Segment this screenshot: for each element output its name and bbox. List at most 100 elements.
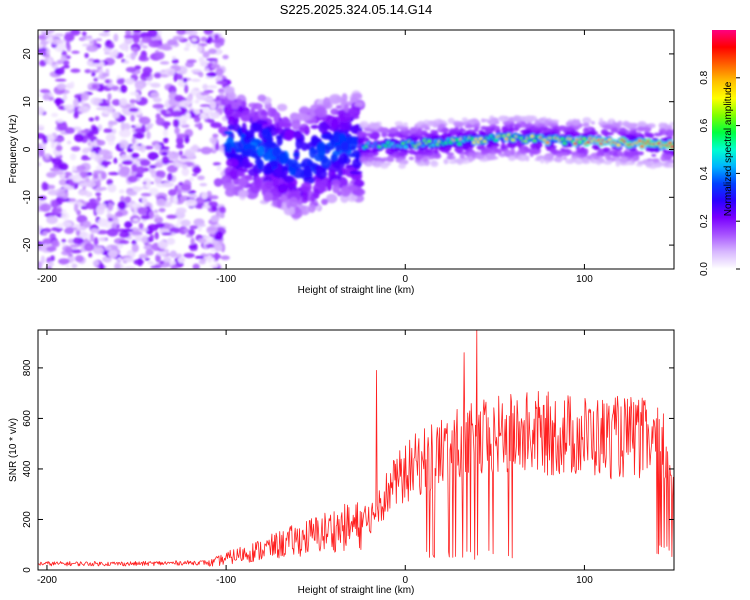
colorbar-tick-label: 0.2 bbox=[699, 214, 710, 228]
spectrogram-cell bbox=[171, 58, 179, 65]
spectrogram-cell bbox=[214, 243, 223, 252]
snr-x-tick-label: 0 bbox=[402, 575, 408, 586]
spectrogram-cell bbox=[670, 145, 674, 149]
spectrogram-cell bbox=[171, 110, 183, 118]
spectrogram-cell bbox=[107, 172, 120, 176]
spectrogram-cell bbox=[320, 157, 332, 169]
spectrogram-cell bbox=[85, 201, 98, 210]
spectrogram-cell bbox=[338, 133, 347, 143]
spectrogram-cell bbox=[137, 227, 149, 232]
spectrogram-cell bbox=[523, 123, 532, 128]
spectrogram-cell bbox=[467, 120, 473, 124]
spectrogram-cell bbox=[147, 151, 159, 161]
spectrogram-cell bbox=[313, 188, 320, 200]
spectrogram-cell bbox=[47, 184, 56, 190]
spectrogram-cell bbox=[516, 151, 521, 156]
spectrogram-cell bbox=[264, 141, 277, 148]
spectrogram-cell bbox=[124, 266, 136, 269]
spectrogram-cell bbox=[565, 132, 574, 136]
spectrogram-cell bbox=[277, 184, 289, 191]
spectrogram-cell bbox=[385, 148, 395, 155]
spectrogram-cell bbox=[120, 121, 125, 131]
spectrogram-cell bbox=[104, 246, 112, 251]
spectrogram-cell bbox=[61, 211, 70, 221]
spectrogram-cell bbox=[190, 69, 203, 73]
spectrogram-cell bbox=[63, 104, 75, 110]
spectrogram-cell bbox=[43, 156, 51, 161]
spectrogram-cell bbox=[351, 92, 363, 99]
spectrogram-cell bbox=[135, 82, 144, 91]
spectrogram-cell bbox=[263, 152, 271, 161]
spectrogram-cell bbox=[593, 146, 601, 151]
spectrogram-cell bbox=[626, 150, 635, 158]
spectrogram-cell bbox=[160, 109, 167, 116]
spectrogram-cell bbox=[92, 59, 101, 64]
spectrogram-cell bbox=[119, 98, 128, 106]
spectrogram-cell bbox=[212, 133, 219, 138]
spectrogram-cell bbox=[445, 146, 452, 152]
spectrogram-cell bbox=[219, 91, 225, 96]
spectrogram-cell bbox=[40, 255, 46, 265]
spectrogram-cell bbox=[210, 122, 222, 129]
spectrogram-cell bbox=[109, 51, 118, 59]
spectrogram-cell bbox=[131, 243, 139, 253]
spectrogram-cell bbox=[381, 127, 389, 134]
spectrogram-cell bbox=[512, 127, 520, 132]
spectrogram-cell bbox=[72, 174, 82, 183]
spectrogram-cell bbox=[222, 54, 229, 60]
spectrogram-cell bbox=[479, 158, 489, 162]
spectrogram-cell bbox=[92, 126, 100, 135]
spectrogram-cell bbox=[422, 155, 429, 163]
spectrogram-cell bbox=[370, 122, 381, 130]
spectrogram-cell bbox=[236, 171, 246, 177]
spectrogram-cell bbox=[590, 159, 601, 164]
spectrogram-cell bbox=[183, 228, 190, 234]
spectrogram-cell bbox=[262, 165, 273, 175]
spectrogram-cell bbox=[669, 122, 674, 126]
spectrogram-cell bbox=[328, 94, 342, 105]
spectrogram-cell bbox=[39, 203, 52, 212]
spectrogram-cell bbox=[118, 163, 123, 168]
spectrogram-cell bbox=[174, 94, 184, 102]
spectrogram-cell bbox=[200, 191, 208, 200]
spectrogram-cell bbox=[260, 110, 268, 116]
spectrogram-cell bbox=[214, 253, 222, 259]
spectrogram-cell bbox=[71, 263, 78, 269]
snr-y-tick-label: 200 bbox=[22, 511, 33, 528]
spectrogram-cell bbox=[143, 145, 154, 150]
spectrogram-cell bbox=[46, 246, 57, 252]
spectrogram-cell bbox=[179, 158, 191, 163]
spectrogram-cell bbox=[119, 140, 129, 149]
spectrogram-cell bbox=[459, 154, 465, 159]
spectrogram-cell bbox=[209, 136, 218, 144]
spectrogram-cell bbox=[583, 127, 589, 134]
spectrogram-cell bbox=[180, 219, 191, 227]
spectrogram-cell bbox=[279, 122, 292, 128]
spectrogram-cell bbox=[102, 153, 113, 161]
spectrogram-y-tick-label: -10 bbox=[22, 190, 33, 205]
spectrogram-cell bbox=[226, 158, 239, 168]
spectrogram-cell bbox=[417, 127, 423, 135]
spectrogram-cell bbox=[56, 137, 65, 142]
spectrogram-cell bbox=[588, 131, 594, 137]
spectrogram-cell bbox=[224, 187, 236, 197]
spectrogram-cell bbox=[486, 153, 497, 161]
snr-panel: -200 -100 0 100 0 200 400 600 800 Height of str… bbox=[8, 329, 675, 596]
spectrogram-cell bbox=[60, 66, 65, 75]
spectrogram-cell bbox=[480, 132, 486, 137]
spectrogram-cell bbox=[202, 51, 210, 59]
spectrogram-cell bbox=[46, 215, 58, 225]
spectrogram-cell bbox=[153, 209, 159, 214]
spectrogram-cell bbox=[120, 42, 128, 50]
spectrogram-cell bbox=[403, 122, 408, 126]
snr-y-ticks: 0 200 400 600 800 bbox=[22, 359, 674, 573]
spectrogram-cell bbox=[399, 127, 406, 131]
spectrogram-cell bbox=[210, 215, 220, 223]
spectrogram-cell bbox=[653, 132, 663, 137]
spectrogram-cell bbox=[188, 244, 196, 250]
figure-title: S225.2025.324.05.14.G14 bbox=[280, 2, 433, 17]
spectrogram-cell bbox=[308, 203, 316, 213]
spectrogram-cell bbox=[188, 193, 198, 199]
spectrogram-cell bbox=[632, 155, 640, 162]
spectrogram-cell bbox=[201, 97, 213, 102]
